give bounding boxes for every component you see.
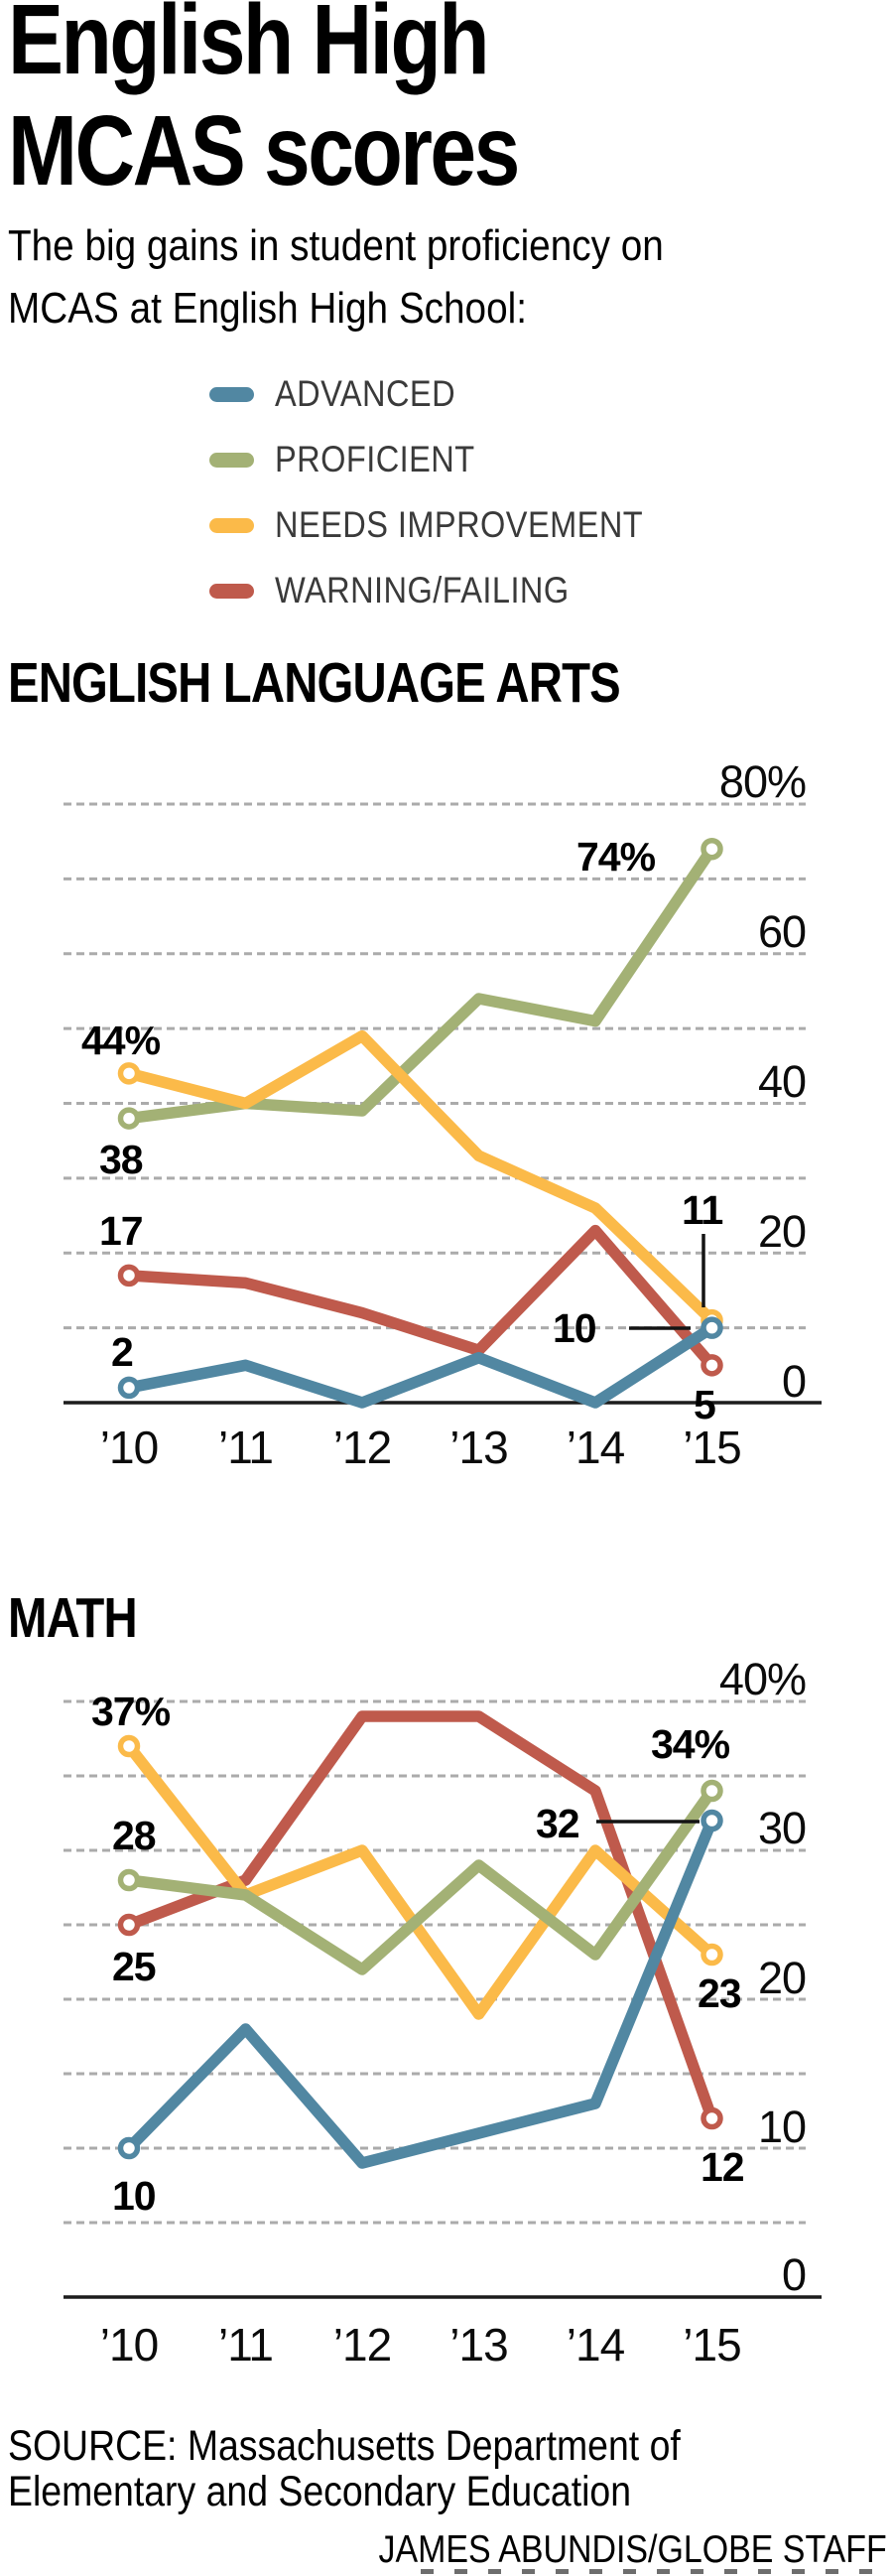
ela-point-advanced-first [117,1376,141,1400]
subtitle-line-2: MCAS at English High School: [8,284,527,333]
ela-point-proficient-last [701,837,723,861]
math-xtick-15: ’15 [683,2319,740,2371]
ela-xtick-15: ’15 [683,1422,740,1473]
math-ytick-30: 30 [758,1803,806,1853]
ela-series [117,837,723,1409]
ela-line-advanced [123,1321,718,1409]
math-line-advanced [123,1815,718,2169]
math-point-needs-improvement-first [117,1734,141,1758]
math-ytick-0: 0 [782,2249,806,2300]
legend-item-proficient: PROFICIENT [209,427,694,492]
subtitle: The big gains in student proficiency on … [8,214,753,339]
legend: ADVANCED PROFICIENT NEEDS IMPROVEMENT WA… [209,361,694,623]
math-label-proficient-2010: 28 [112,1813,156,1858]
math-label-needs-improvement-2010: 37% [91,1689,171,1734]
math-gridlines [64,1699,822,2299]
legend-label: PROFICIENT [275,439,475,479]
math-line-proficient [123,1785,718,1975]
ela-point-needs-improvement-first [117,1062,141,1085]
source-line-1: SOURCE: Massachusetts Department of [8,2422,681,2470]
ela-xtick-11: ’11 [218,1422,273,1473]
math-label-advanced-2015: 32 [536,1801,579,1846]
legend-label: NEEDS IMPROVEMENT [275,504,644,545]
source-note: SOURCE: Massachusetts Department of Elem… [8,2423,781,2514]
math-point-proficient-last [701,1779,723,1803]
legend-item-advanced: ADVANCED [209,361,694,427]
needs-improvement-swatch-icon [209,517,254,533]
math-point-warning-failing-first [117,1913,141,1937]
ela-xtick-14: ’14 [567,1422,625,1473]
title-line-2: MCAS scores [8,95,520,206]
math-xtick-11: ’11 [218,2319,273,2371]
math-ytick-10: 10 [758,2101,806,2152]
math-point-proficient-first [117,1868,141,1892]
ela-line-needs-improvement [123,1029,718,1326]
ela-label-needs-improvement-2015: 11 [682,1187,723,1233]
ela-xtick-10: ’10 [100,1422,158,1473]
math-series [117,1710,723,2169]
clipped-text-line [421,2569,883,2576]
math-label-warning-2015: 12 [701,2144,744,2190]
ela-xtick-13: ’13 [449,1422,507,1473]
math-chart: 40% 30 20 10 0 ’10 ’11 ’12 ’13 ’14 ’15 3… [64,1654,822,2371]
proficient-swatch-icon [209,452,254,468]
ela-ytick-40: 40 [758,1056,806,1107]
legend-label: ADVANCED [275,373,456,414]
ela-label-advanced-2010: 2 [111,1329,133,1375]
subtitle-line-1: The big gains in student proficiency on [8,221,664,270]
ela-label-warning-2015: 5 [694,1382,715,1427]
clipped-glyph-tops [421,2569,883,2574]
ela-point-proficient-first [117,1107,141,1130]
ela-label-proficient-2015: 74% [576,834,656,880]
ela-point-advanced-last [701,1316,723,1339]
ela-ytick-0: 0 [782,1356,806,1407]
ela-ytick-20: 20 [758,1206,806,1257]
warning-failing-swatch-icon [209,583,254,599]
math-ytick-40: 40% [719,1654,806,1704]
math-ytick-20: 20 [758,1953,806,2003]
legend-item-warning-failing: WARNING/FAILING [209,558,694,623]
math-xtick-12: ’12 [333,2319,391,2371]
ela-chart: 80% 60 40 20 0 ’10 ’11 ’12 ’13 ’14 ’15 4… [64,756,822,1473]
math-point-needs-improvement-last [701,1943,723,1966]
legend-label: WARNING/FAILING [275,570,570,610]
math-label-proficient-2015: 34% [651,1721,730,1767]
math-label-needs-improvement-2015: 23 [698,1970,741,2016]
math-point-warning-failing-last [701,2106,723,2130]
math-xtick-13: ’13 [449,2319,507,2371]
math-xtick-14: ’14 [567,2319,625,2371]
byline-credit: JAMES ABUNDIS/GLOBE STAFF [378,2528,887,2571]
ela-xtick-12: ’12 [333,1422,391,1473]
ela-label-proficient-2010: 38 [99,1137,143,1182]
ela-point-warning-failing-first [117,1264,141,1288]
math-label-advanced-2010: 10 [112,2173,156,2219]
ela-line-warning-failing [123,1224,718,1372]
math-xtick-10: ’10 [100,2319,158,2371]
math-point-advanced-last [701,1809,723,1832]
ela-ytick-60: 60 [758,906,806,957]
ela-label-advanced-2015: 10 [553,1305,596,1351]
advanced-swatch-icon [209,386,254,402]
page-title: English High MCAS scores [8,0,615,206]
math-line-needs-improvement [123,1740,718,2020]
ela-label-warning-2010: 17 [99,1208,143,1254]
ela-ytick-80: 80% [719,756,806,807]
ela-point-warning-failing-last [701,1354,723,1377]
math-label-warning-2010: 25 [112,1944,156,1989]
math-chart-title: MATH [8,1586,138,1650]
legend-item-needs-improvement: NEEDS IMPROVEMENT [209,492,694,558]
source-line-2: Elementary and Secondary Education [8,2468,632,2515]
ela-gridlines [64,802,822,1405]
ela-line-proficient [123,843,718,1125]
ela-label-needs-improvement-2010: 44% [81,1017,161,1063]
ela-chart-title: ENGLISH LANGUAGE ARTS [8,651,621,715]
title-line-1: English High [8,0,490,95]
math-point-advanced-first [117,2136,141,2160]
